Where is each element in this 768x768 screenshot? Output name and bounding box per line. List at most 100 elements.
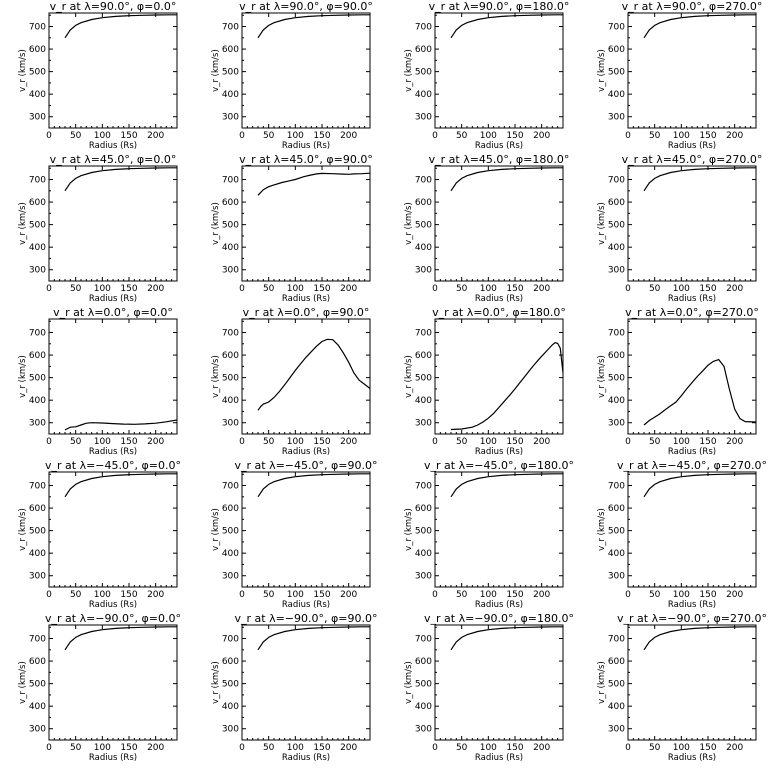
panel-title: v_r at λ=90.0°, φ=90.0° [239,0,373,13]
x-tick-label: 0 [432,590,438,600]
y-tick-label: 600 [222,45,239,55]
x-tick-label: 100 [480,131,497,141]
x-axis-label: Radius (Rs) [89,447,137,457]
x-tick-label: 50 [456,590,468,600]
x-tick-label: 150 [120,437,137,447]
y-tick-label: 300 [222,113,239,123]
y-tick-label: 500 [415,68,432,78]
y-tick-label: 600 [608,198,625,208]
y-tick-label: 700 [222,176,239,186]
y-tick-label: 700 [608,23,625,33]
x-axis-label: Radius (Rs) [89,753,137,763]
x-tick-label: 150 [506,590,523,600]
x-tick-label: 100 [287,284,304,294]
x-tick-label: 200 [340,284,357,294]
y-tick-label: 400 [29,549,46,559]
y-axis-label: v_r (km/s) [211,355,221,398]
x-tick-label: 50 [456,743,468,753]
x-tick-label: 150 [699,743,716,753]
y-tick-label: 400 [29,396,46,406]
plot-frame [241,471,371,588]
x-tick-label: 50 [649,284,661,294]
x-tick-label: 50 [263,590,275,600]
panel-title: v_r at λ=0.0°, φ=270.0° [625,306,759,319]
x-tick-label: 50 [263,284,275,294]
y-tick-label: 600 [608,657,625,667]
x-tick-label: 0 [625,284,631,294]
y-tick-label: 400 [29,90,46,100]
x-tick-label: 0 [239,590,245,600]
y-tick-label: 600 [222,351,239,361]
plot-frame [48,624,178,741]
x-axis-label: Radius (Rs) [668,141,716,151]
y-tick-label: 700 [415,329,432,339]
x-tick-label: 0 [625,743,631,753]
x-tick-label: 100 [94,590,111,600]
chart-panel: v_r at λ=−90.0°, φ=180.0° 0 50 100 150 200 300… [404,612,574,763]
x-tick-label: 200 [340,437,357,447]
x-tick-label: 200 [147,131,164,141]
x-axis-label: Radius (Rs) [475,141,523,151]
x-tick-label: 200 [533,590,550,600]
y-tick-label: 400 [608,90,625,100]
y-tick-label: 600 [415,504,432,514]
y-tick-label: 700 [415,23,432,33]
y-tick-label: 600 [608,45,625,55]
x-axis-label: Radius (Rs) [668,447,716,457]
y-tick-label: 500 [415,221,432,231]
series-line [257,172,371,196]
x-tick-label: 200 [726,743,743,753]
x-tick-label: 0 [432,437,438,447]
chart-panel: v_r at λ=90.0°, φ=180.0° 0 50 100 150 200 300 4… [404,0,569,151]
x-axis-label: Radius (Rs) [282,294,330,304]
x-axis-label: Radius (Rs) [282,141,330,151]
y-tick-label: 500 [29,527,46,537]
y-tick-label: 400 [415,243,432,253]
x-axis-label: Radius (Rs) [282,600,330,610]
y-tick-label: 500 [608,68,625,78]
x-tick-label: 200 [533,743,550,753]
y-tick-label: 400 [415,396,432,406]
series-line [450,14,563,39]
chart-panel: v_r at λ=0.0°, φ=270.0° 0 50 100 150 200 300 40… [597,306,759,457]
y-tick-label: 300 [415,419,432,429]
x-tick-label: 150 [506,743,523,753]
plot-frame [241,318,371,435]
chart-panel: v_r at λ=90.0°, φ=270.0° 0 50 100 150 200 300 4… [597,0,762,151]
series-line [64,419,178,431]
y-tick-label: 600 [29,657,46,667]
x-tick-label: 150 [506,437,523,447]
x-tick-label: 0 [46,131,52,141]
y-tick-label: 400 [608,396,625,406]
y-tick-label: 700 [222,482,239,492]
x-tick-label: 200 [533,131,550,141]
y-axis-label: v_r (km/s) [211,508,221,551]
y-tick-label: 500 [29,374,46,384]
series-line [450,342,564,431]
x-tick-label: 150 [506,284,523,294]
chart-panel: v_r at λ=−45.0°, φ=180.0° 0 50 100 150 200 300… [404,459,574,610]
y-tick-label: 400 [608,702,625,712]
x-tick-label: 200 [340,131,357,141]
y-tick-label: 700 [29,635,46,645]
series-line [64,626,177,651]
y-tick-label: 400 [222,702,239,712]
x-axis-label: Radius (Rs) [89,600,137,610]
y-tick-label: 300 [415,266,432,276]
y-tick-label: 600 [415,351,432,361]
series-line [450,626,563,651]
x-tick-label: 200 [147,743,164,753]
panel-title: v_r at λ=90.0°, φ=180.0° [429,0,570,13]
chart-panel: v_r at λ=0.0°, φ=180.0° 0 50 100 150 200 300 40… [404,306,566,457]
y-axis-label: v_r (km/s) [211,202,221,245]
y-tick-label: 600 [415,198,432,208]
x-tick-label: 0 [46,590,52,600]
y-tick-label: 500 [415,374,432,384]
plot-frame [48,471,178,588]
y-tick-label: 300 [415,113,432,123]
plot-frame [627,12,757,129]
x-tick-label: 0 [432,743,438,753]
y-tick-label: 500 [222,527,239,537]
y-tick-label: 700 [608,176,625,186]
x-tick-label: 200 [726,437,743,447]
